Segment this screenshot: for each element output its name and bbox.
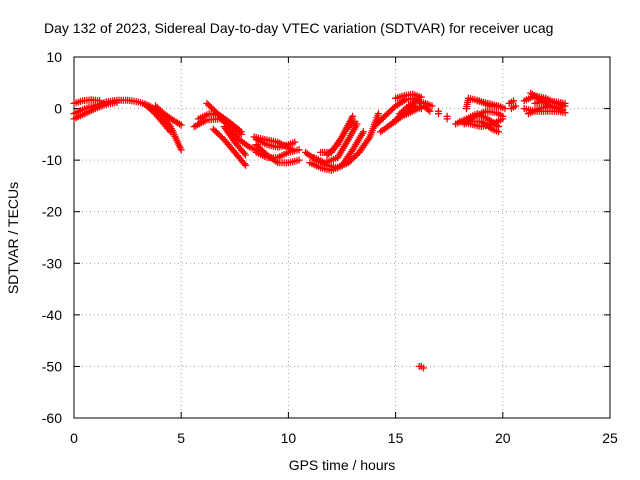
x-tick-label: 15 — [388, 430, 404, 446]
x-axis-label: GPS time / hours — [289, 457, 396, 473]
data-point — [328, 147, 336, 155]
y-tick-label: -60 — [42, 410, 62, 426]
data-point — [378, 115, 386, 123]
y-tick-label: -10 — [42, 152, 62, 168]
data-point — [209, 105, 217, 113]
data-point — [240, 149, 248, 157]
data-point — [349, 112, 357, 120]
data-point — [499, 112, 507, 120]
data-point — [501, 105, 509, 113]
data-track — [460, 107, 507, 128]
y-tick-label: -30 — [42, 255, 62, 271]
data-point — [177, 146, 185, 154]
data-point — [373, 120, 381, 128]
data-point — [329, 145, 337, 153]
data-point — [379, 114, 387, 122]
data-point — [291, 138, 299, 146]
data-point — [212, 128, 220, 136]
data-track — [525, 102, 565, 118]
y-tick-label: 10 — [46, 49, 62, 65]
data-point — [113, 98, 121, 106]
data-track — [507, 102, 520, 113]
axis-ticks — [73, 56, 611, 419]
x-tick-label: 20 — [495, 430, 511, 446]
data-track — [323, 118, 359, 159]
data-point — [428, 102, 436, 110]
data-point — [255, 144, 263, 152]
data-point — [242, 161, 249, 169]
data-point — [351, 118, 359, 125]
x-tick-label: 25 — [602, 430, 618, 446]
data-track — [473, 97, 509, 113]
x-axis-tick-labels: 0 5 10 15 20 25 — [70, 430, 618, 446]
data-point — [295, 146, 303, 154]
data-track — [467, 118, 502, 136]
data-track — [415, 362, 427, 372]
data-point — [348, 156, 355, 164]
y-tick-label: -40 — [42, 307, 62, 323]
data-track — [252, 146, 303, 162]
y-tick-label: -20 — [42, 204, 62, 220]
data-point — [557, 104, 565, 111]
chart-title: Day 132 of 2023, Sidereal Day-to-day VTE… — [44, 20, 553, 36]
data-track — [310, 120, 361, 167]
plot-area-border — [73, 56, 611, 419]
data-points — [70, 89, 569, 372]
data-point — [177, 121, 185, 129]
data-point — [561, 99, 569, 107]
data-track — [152, 102, 185, 129]
data-point — [495, 128, 502, 136]
y-tick-label: -50 — [42, 358, 62, 374]
y-tick-label: 0 — [54, 101, 62, 117]
data-point — [240, 160, 248, 168]
y-axis-label: SDTVAR / TECUs — [5, 182, 21, 294]
x-tick-label: 10 — [281, 430, 297, 446]
data-point — [352, 151, 360, 159]
x-tick-label: 5 — [177, 430, 185, 446]
data-point — [443, 115, 451, 123]
data-track — [435, 107, 442, 118]
data-track — [220, 123, 249, 159]
data-point — [323, 151, 331, 159]
data-point — [96, 97, 104, 105]
data-point — [237, 130, 245, 138]
data-track — [209, 125, 249, 169]
data-point — [167, 128, 174, 136]
data-track — [70, 96, 104, 107]
data-track — [387, 102, 434, 128]
data-track — [443, 112, 451, 123]
data-track — [396, 97, 436, 118]
data-point — [203, 99, 211, 107]
data-point — [435, 107, 442, 115]
y-axis-tick-labels: 10 0 -10 -20 -30 -40 -50 -60 — [42, 49, 62, 426]
data-track — [392, 90, 425, 102]
data-track — [203, 99, 267, 156]
data-point — [426, 107, 434, 115]
data-point — [242, 151, 249, 159]
data-track — [70, 98, 121, 123]
data-point — [510, 97, 517, 105]
data-track — [505, 97, 517, 107]
data-point — [420, 364, 427, 372]
data-point — [384, 109, 392, 117]
data-point — [289, 146, 297, 154]
data-point — [295, 156, 303, 164]
data-point — [208, 104, 215, 112]
data-point — [359, 128, 367, 136]
data-point — [512, 102, 520, 110]
data-point — [417, 93, 425, 101]
data-point — [386, 108, 393, 116]
data-track — [250, 133, 297, 154]
data-track — [141, 100, 174, 136]
data-point — [214, 130, 222, 138]
data-point — [374, 110, 382, 118]
data-track — [531, 97, 569, 107]
x-tick-label: 0 — [70, 430, 78, 446]
data-track — [306, 128, 367, 174]
